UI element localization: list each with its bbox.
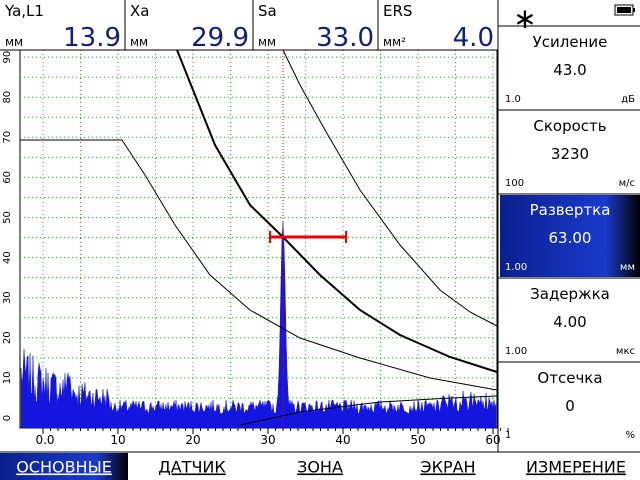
x-tick-label: 50 bbox=[410, 433, 425, 447]
readout-value: 33.0 bbox=[316, 23, 374, 53]
readout-unit: мм bbox=[258, 35, 276, 49]
param-step: 1.00 bbox=[505, 262, 527, 273]
menu-item[interactable]: ЭКРАН bbox=[420, 458, 475, 477]
param-step: 1.0 bbox=[505, 94, 521, 105]
param-name[interactable]: Скорость bbox=[533, 117, 606, 135]
dac-curve bbox=[20, 139, 498, 391]
x-tick-label: 0.0 bbox=[35, 433, 54, 447]
readout-label: Xa bbox=[130, 2, 149, 20]
dac-curve bbox=[239, 395, 498, 426]
y-tick-label: 40 bbox=[2, 251, 13, 264]
param-name[interactable]: Усиление bbox=[533, 33, 608, 51]
param-value[interactable]: 43.0 bbox=[553, 61, 586, 79]
x-tick-label: 40 bbox=[335, 433, 350, 447]
param-step: 100 bbox=[505, 178, 524, 189]
y-tick-label: 0 bbox=[2, 415, 13, 421]
readout-label: ERS bbox=[383, 2, 412, 20]
readout-label: Ya,L1 bbox=[4, 2, 44, 20]
readout-unit: мм bbox=[5, 35, 23, 49]
x-tick-label: 20 bbox=[185, 433, 200, 447]
param-value[interactable]: 4.00 bbox=[553, 313, 586, 331]
menu-item[interactable]: ИЗМЕРЕНИЕ bbox=[526, 458, 626, 477]
y-tick-label: 30 bbox=[2, 291, 13, 304]
param-unit: мкс bbox=[616, 346, 635, 357]
a-scan bbox=[20, 221, 497, 429]
readout-value: 4.0 bbox=[453, 23, 494, 53]
y-tick-label: 10 bbox=[2, 372, 13, 385]
x-tick-label: 10 bbox=[110, 433, 125, 447]
param-value[interactable]: 3230 bbox=[551, 145, 589, 163]
plot-area bbox=[19, 49, 498, 429]
readout-unit: мм bbox=[130, 35, 148, 49]
y-tick-label: 80 bbox=[2, 91, 13, 104]
param-name[interactable]: Развертка bbox=[530, 201, 611, 219]
y-tick-label: 70 bbox=[2, 131, 13, 144]
readout-label: Sa bbox=[258, 2, 277, 20]
readout-value: 29.9 bbox=[191, 23, 249, 53]
y-tick-label: 20 bbox=[2, 331, 13, 344]
param-step: 1.00 bbox=[505, 346, 527, 357]
readout-value: 13.9 bbox=[63, 23, 121, 53]
menu-item[interactable]: ДАТЧИК bbox=[158, 458, 226, 477]
param-unit: дБ bbox=[621, 94, 635, 105]
param-unit: мм bbox=[620, 262, 635, 273]
param-value[interactable]: 0 bbox=[565, 397, 575, 415]
dac-curve bbox=[282, 49, 498, 327]
x-tick-label: 30 bbox=[260, 433, 275, 447]
y-tick-label: 90 bbox=[2, 51, 13, 64]
menu-item[interactable]: ОСНОВНЫЕ bbox=[16, 458, 112, 477]
param-selected bbox=[500, 195, 640, 277]
y-tick-label: 50 bbox=[2, 211, 13, 224]
param-value[interactable]: 63.00 bbox=[549, 229, 592, 247]
param-name[interactable]: Задержка bbox=[530, 285, 610, 303]
y-tick-label: 60 bbox=[2, 171, 13, 184]
param-name[interactable]: Отсечка bbox=[537, 369, 602, 387]
param-unit: % bbox=[625, 430, 635, 441]
status-icon: ∗ bbox=[513, 2, 536, 35]
param-step: 1 bbox=[505, 430, 511, 441]
menu-selected bbox=[0, 453, 128, 480]
param-unit: м/с bbox=[619, 178, 635, 189]
readout-unit: мм² bbox=[383, 35, 406, 49]
menu-item[interactable]: ЗОНА bbox=[297, 458, 343, 477]
x-tick-label: 60 bbox=[485, 433, 500, 447]
dac-curve bbox=[176, 49, 498, 373]
